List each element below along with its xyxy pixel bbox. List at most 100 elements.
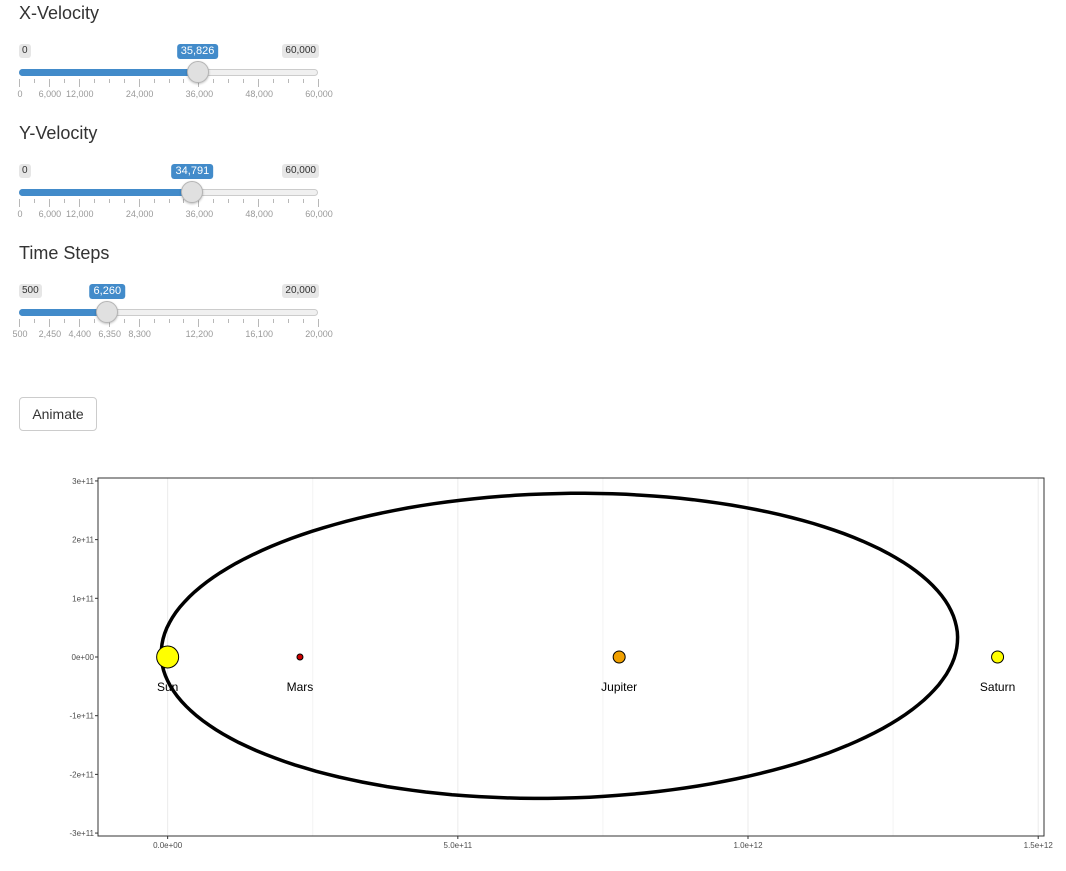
slider-tick (198, 199, 200, 207)
slider-tick (33, 79, 35, 83)
slider-tick (288, 319, 290, 323)
slider-tick-label: 4,400 (68, 329, 92, 339)
xvel-label: X-Velocity (19, 3, 100, 23)
slider-tick (138, 199, 140, 207)
slider-tick (303, 319, 305, 323)
jupiter-point (612, 650, 626, 664)
slider-tick (48, 199, 50, 207)
slider-tick-label: 24,000 (125, 89, 154, 99)
xvel-max-label: 60,000 (282, 44, 319, 58)
tsteps-handle[interactable] (96, 301, 119, 323)
yvel-min-label: 0 (19, 164, 31, 178)
slider-tick (33, 199, 35, 203)
slider-tick-label: 6,000 (38, 209, 62, 219)
slider-tick (138, 319, 140, 327)
slider-tick-label: 12,200 (185, 329, 214, 339)
slider-tick (228, 199, 230, 203)
slider-tick (108, 199, 110, 203)
slider-tick (318, 199, 319, 207)
slider-tick (198, 79, 200, 87)
slider-tick (138, 79, 140, 87)
saturn-label: Saturn (980, 680, 1015, 694)
slider-tick (213, 79, 215, 83)
slider-tick (168, 199, 170, 203)
slider-tick (288, 79, 290, 83)
slider-tick-label: 48,000 (245, 89, 273, 99)
slider-tick (108, 319, 110, 327)
slider-tick (228, 79, 230, 83)
xvel-handle[interactable] (186, 61, 209, 83)
slider-tick-label: 0 (17, 89, 23, 99)
tsteps-fill (19, 309, 108, 316)
orbit-plot: Sun Mars Jupiter Saturn 3e+11 2e+11 1e+11 0e+00… (69, 477, 1053, 850)
yvel-max-label: 60,000 (282, 164, 319, 178)
slider-tick (243, 79, 245, 83)
slider-tick-label: 36,000 (185, 89, 214, 99)
slider-tick (123, 319, 125, 323)
slider-tick-label: 2,450 (38, 329, 62, 339)
slider-tick (198, 319, 200, 327)
slider-tick (303, 79, 305, 83)
slider-tick-label: 60,000 (305, 89, 333, 99)
slider-tick (108, 79, 110, 83)
slider-tick (33, 319, 35, 323)
x-tick-label: 5.0e+11 (444, 841, 473, 850)
slider-tick-label: 12,000 (66, 209, 94, 219)
y-tick-label: 3e+11 (72, 477, 94, 486)
yvel-slider[interactable]: Y-Velocity 0 60,000 34,791 0 6,000 12,000 24,00… (17, 123, 333, 223)
slider-tick (258, 319, 260, 327)
slider-tick (93, 319, 95, 323)
slider-tick (183, 79, 185, 83)
slider-tick-label: 0 (17, 209, 23, 219)
slider-tick (243, 199, 245, 203)
slider-tick (228, 319, 230, 323)
slider-tick (243, 319, 245, 323)
slider-tick (318, 79, 319, 87)
tsteps-ticks: 500 2,450 4,400 6,350 8,300 12,200 16,100 20,00… (12, 319, 333, 343)
animate-button[interactable]: Animate (19, 397, 97, 431)
slider-tick (123, 199, 125, 203)
slider-tick-label: 24,000 (125, 209, 154, 219)
slider-tick (303, 199, 305, 203)
slider-tick-label: 12,000 (66, 89, 94, 99)
x-tick-label: 1.0e+12 (733, 841, 763, 850)
xvel-fill (19, 69, 198, 76)
slider-tick-label: 60,000 (305, 209, 333, 219)
slider-tick (48, 319, 50, 327)
slider-tick (183, 199, 185, 203)
slider-tick-label: 6,000 (38, 89, 62, 99)
xvel-ticks: 0 6,000 12,000 24,000 36,000 48,000 60,000 (17, 79, 333, 103)
slider-tick (63, 79, 65, 83)
yvel-handle[interactable] (181, 181, 204, 203)
yvel-value-label: 34,791 (171, 164, 214, 179)
slider-tick (273, 319, 275, 323)
mars-label: Mars (287, 680, 314, 694)
y-tick-label: 1e+11 (72, 594, 94, 603)
slider-tick (19, 319, 20, 327)
y-tick-label: -1e+11 (69, 712, 94, 721)
slider-tick-label: 6,350 (98, 329, 121, 339)
slider-tick-label: 36,000 (185, 209, 214, 219)
slider-tick (93, 79, 95, 83)
yvel-ticks: 0 6,000 12,000 24,000 36,000 48,000 60,000 (17, 199, 333, 223)
slider-tick (93, 199, 95, 203)
orbit-path (159, 491, 960, 801)
slider-tick (183, 319, 185, 323)
slider-tick (318, 319, 319, 327)
slider-tick (63, 199, 65, 203)
sun-label: Sun (157, 680, 178, 694)
slider-tick (153, 319, 155, 323)
slider-tick (123, 79, 125, 83)
tsteps-slider[interactable]: Time Steps 500 20,000 6,260 500 2,450 4,400 6,3… (12, 243, 333, 343)
tsteps-value-label: 6,260 (89, 284, 126, 299)
sun-point (156, 645, 180, 669)
slider-tick-label: 16,100 (245, 329, 273, 339)
xvel-slider[interactable]: X-Velocity 0 60,000 35,826 0 6,000 12,000 24,00… (17, 3, 333, 103)
slider-tick (153, 79, 155, 83)
slider-tick (78, 319, 80, 327)
plot-panel (98, 478, 1044, 836)
slider-tick (153, 199, 155, 203)
slider-tick-label: 48,000 (245, 209, 273, 219)
slider-tick (288, 199, 290, 203)
slider-tick-label: 8,300 (128, 329, 151, 339)
